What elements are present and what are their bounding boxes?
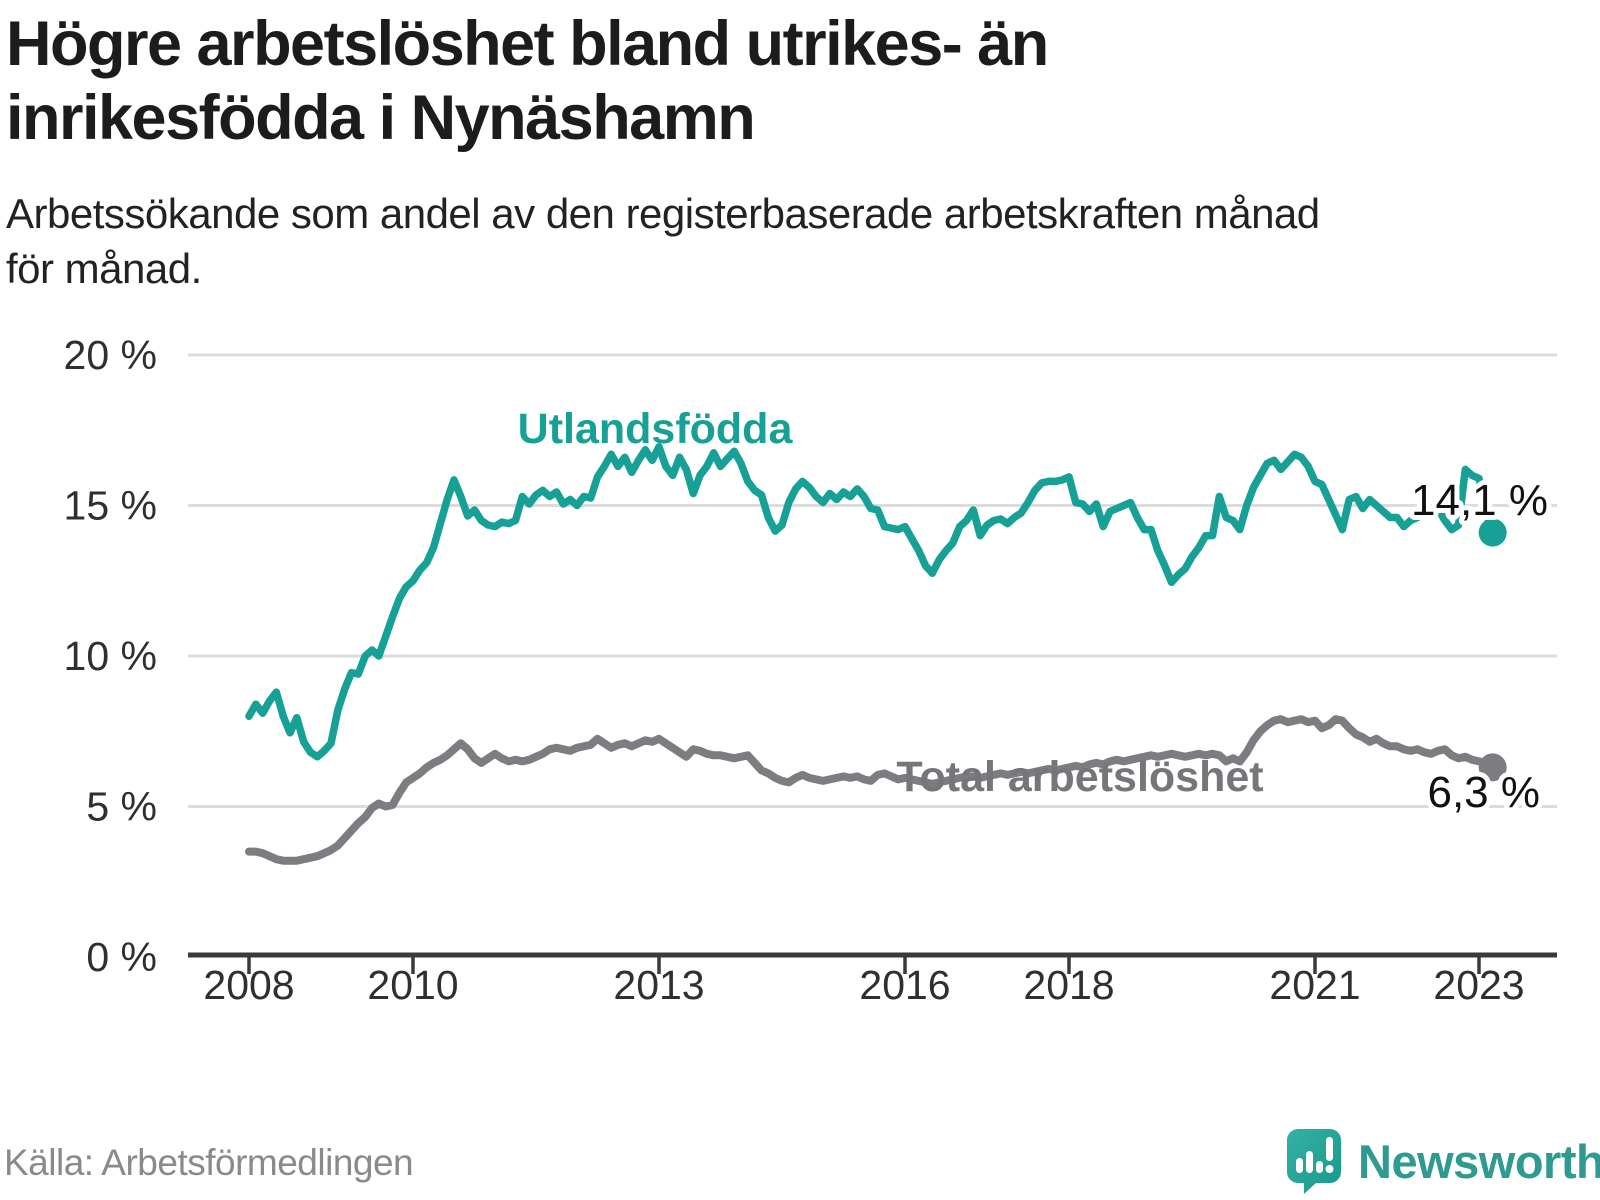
series-lines [245,443,1497,865]
source-text: Källa: Arbetsförmedlingen [4,1142,414,1183]
chart-title: Högre arbetslöshet bland utrikes- än inr… [6,8,1566,155]
x-tick-label-2023: 2023 [1433,962,1524,1008]
end-dot-total-arbetsloshet [1478,753,1507,782]
bar-1 [1296,1158,1303,1173]
x-axis-labels: 2008 2010 2013 2016 2018 2021 2023 [203,962,1524,1008]
series-label-utlandsfodda: Utlandsfödda [518,405,794,453]
newsworthy-logo-icon [1287,1129,1341,1194]
x-tick-label-2021: 2021 [1269,962,1360,1008]
line-utlandsfodda [245,443,1497,761]
x-tick-label-2018: 2018 [1023,962,1114,1008]
speech-bubble-shape [1287,1129,1341,1194]
series-end-dots [1478,518,1507,782]
bar-3 [1316,1161,1323,1173]
x-tick-label-2013: 2013 [613,962,704,1008]
x-axis-ticks [247,957,1481,974]
bar-2 [1306,1151,1313,1173]
x-tick-label-2016: 2016 [859,962,950,1008]
end-dot-utlandsfodda [1478,518,1507,547]
y-axis-labels: 0 % 5 % 10 % 15 % 20 % [64,332,157,980]
y-tick-label-15: 15 % [64,483,157,529]
end-value-label-total: 6,3 % [1427,768,1540,817]
chart-subtitle: Arbetssökande som andel av den registerb… [6,186,1576,297]
gridlines [188,353,1557,808]
exclamation-bar [1326,1137,1333,1161]
newsworthy-logo: Newsworthy [1286,1128,1600,1194]
y-tick-label-0: 0 % [86,934,157,980]
y-tick-label-20: 20 % [64,332,157,378]
exclamation-dot [1325,1165,1334,1173]
chart-subtitle-line2: för månad. [6,245,202,293]
line-total-arbetsloshet [245,715,1497,865]
chart-title-line2: inrikesfödda i Nynäshamn [6,82,756,153]
x-tick-label-2008: 2008 [203,962,294,1008]
end-value-label-utlandsfodda: 14,1 % [1411,476,1548,525]
newsworthy-wordmark: Newsworthy [1358,1134,1600,1188]
chart-subtitle-line1: Arbetssökande som andel av den registerb… [6,190,1320,237]
series-label-total-arbetsloshet: Total arbetslöshet [896,753,1263,801]
chart-title-line1: Högre arbetslöshet bland utrikes- än [6,9,1049,79]
y-tick-label-10: 10 % [64,633,157,679]
y-tick-label-5: 5 % [86,784,157,830]
x-tick-label-2010: 2010 [367,962,458,1008]
